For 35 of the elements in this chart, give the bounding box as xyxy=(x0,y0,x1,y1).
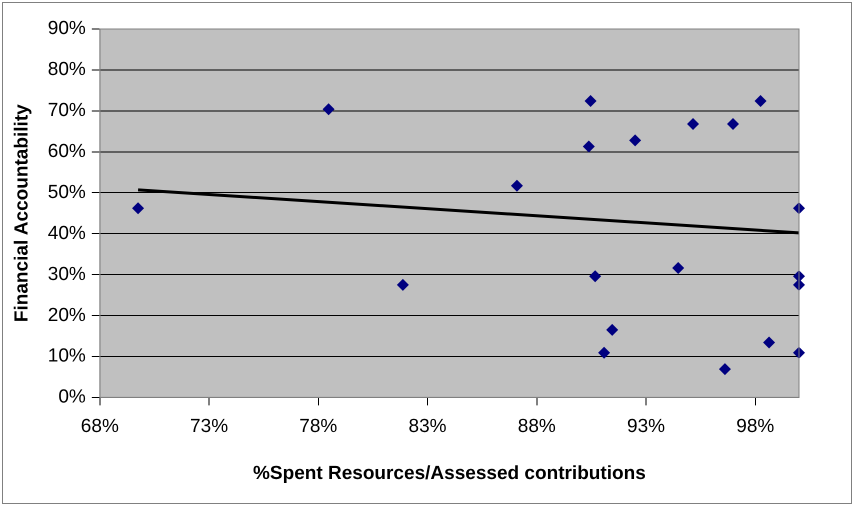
y-axis-title: Financial Accountability xyxy=(12,104,33,322)
y-tick-label: 50% xyxy=(48,182,86,203)
x-tick-label: 88% xyxy=(518,416,556,438)
x-tick-label: 68% xyxy=(80,416,119,438)
point xyxy=(589,270,602,282)
y-tick-label: 30% xyxy=(48,264,86,285)
x-tick-label: 93% xyxy=(627,416,666,438)
x-tick-label: 73% xyxy=(190,416,228,438)
x-tick-label: 98% xyxy=(736,416,774,438)
y-tick-label: 70% xyxy=(48,100,86,122)
point xyxy=(132,202,144,214)
y-tick-label: 0% xyxy=(58,386,86,408)
x-axis-title: %Spent Resources/Assessed contributions xyxy=(253,462,646,484)
y-tick-label: 40% xyxy=(48,222,86,244)
point xyxy=(582,140,595,152)
y-tick-label: 20% xyxy=(48,304,86,326)
x-tick-label: 83% xyxy=(408,416,447,438)
point xyxy=(754,95,767,108)
point xyxy=(322,103,335,116)
y-tick-label: 10% xyxy=(48,346,86,367)
point xyxy=(584,95,597,108)
point xyxy=(727,118,740,130)
point xyxy=(396,278,409,291)
point xyxy=(598,346,610,359)
point xyxy=(718,363,731,376)
point xyxy=(687,118,700,130)
point xyxy=(510,180,523,192)
y-tick-label: 90% xyxy=(48,18,86,40)
x-tick-label: 78% xyxy=(299,416,338,438)
y-tick-label: 80% xyxy=(48,59,86,80)
y-tick-label: 60% xyxy=(48,141,86,162)
point xyxy=(672,262,684,274)
point xyxy=(763,336,776,349)
point xyxy=(629,134,642,146)
point xyxy=(606,324,618,336)
